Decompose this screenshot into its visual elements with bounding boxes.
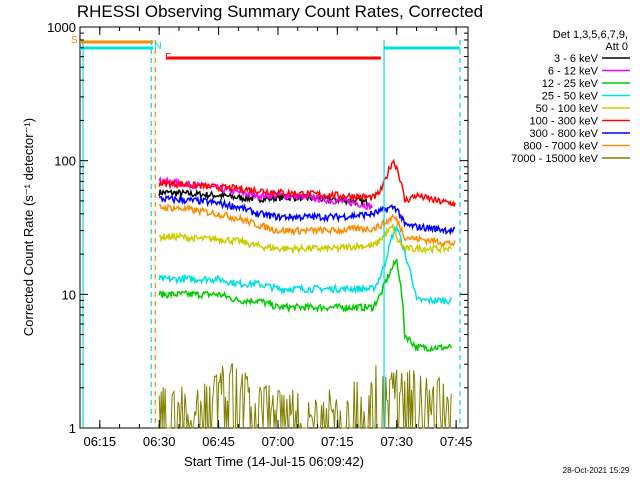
legend-label: 12 - 25 keV: [542, 78, 599, 90]
x-tick-label: 07:15: [321, 434, 354, 449]
legend-label: 6 - 12 keV: [548, 66, 599, 78]
flag-letter: F: [165, 52, 171, 63]
legend-label: 25 - 50 keV: [542, 91, 599, 103]
x-tick-label: 06:30: [143, 434, 176, 449]
series-line: [158, 175, 373, 211]
series-line: [158, 194, 456, 236]
plot-frame: [79, 26, 469, 429]
series-line: [158, 158, 456, 207]
data-marks: [158, 158, 456, 429]
y-axis-label: Corrected Count Rate (s⁻¹ detector⁻¹): [21, 118, 36, 336]
y-axis-ticks: 1 10 100 1000: [47, 20, 468, 436]
series-line: [158, 363, 452, 429]
x-tick-label: 06:45: [202, 434, 235, 449]
y-tick-label: 100: [54, 154, 76, 169]
chart-title: RHESSI Observing Summary Count Rates, Co…: [77, 2, 483, 21]
legend-label: 100 - 300 keV: [530, 116, 599, 128]
legend-label: 300 - 800 keV: [530, 128, 599, 140]
timestamp-stamp: 28-Oct-2021 15:29: [563, 466, 630, 475]
series-line: [158, 203, 456, 247]
legend-label: 7000 - 15000 keV: [511, 153, 599, 165]
x-axis-label: Start Time (14-Jul-15 06:09:42): [184, 454, 364, 469]
y-tick-label: 1000: [47, 20, 76, 35]
legend-header: Det 1,3,5,6,7,9,: [553, 29, 628, 41]
y-tick-label: 10: [62, 287, 76, 302]
flag-letter: S: [71, 35, 78, 46]
x-tick-label: 07:00: [262, 434, 295, 449]
legend-label: 800 - 7000 keV: [523, 141, 598, 153]
plot-area: S NF 1 10 100 1000 06:15 06:30 06:45 07:00 07:15…: [47, 20, 472, 449]
legend-label: 50 - 100 keV: [536, 103, 599, 115]
x-axis-ticks: 06:15 06:30 06:45 07:00 07:15 07:30 07:45: [79, 27, 473, 449]
y-tick-label: 1: [69, 421, 76, 436]
legend-header: Att 0: [605, 41, 628, 53]
series-line: [159, 223, 452, 255]
flag-overlays: S NF: [71, 35, 461, 428]
x-tick-label: 07:45: [440, 434, 473, 449]
series-line: [158, 258, 452, 353]
legend-label: 3 - 6 keV: [554, 53, 599, 65]
flag-letter: N: [154, 41, 161, 52]
series-line: [158, 224, 452, 306]
x-tick-label: 07:30: [380, 434, 413, 449]
x-tick-label: 06:15: [84, 434, 117, 449]
